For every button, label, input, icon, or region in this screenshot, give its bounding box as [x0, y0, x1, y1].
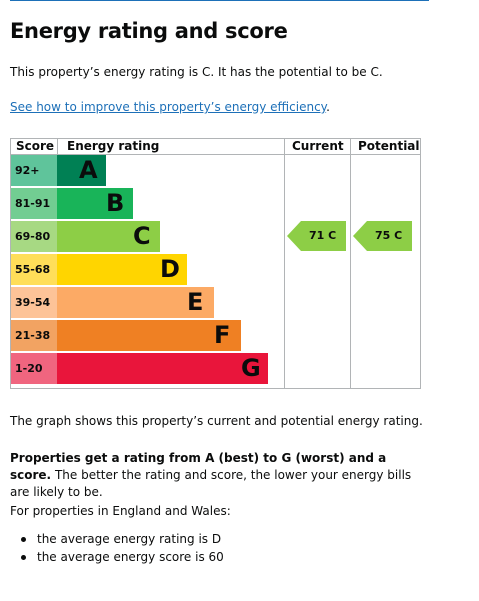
improve-link-period: . — [326, 100, 330, 114]
rating-letter-d: D — [160, 255, 180, 283]
score-cell-d: 55-68 — [11, 254, 57, 285]
current-rating-arrow: 71 C — [287, 221, 346, 251]
rating-letter-c: C — [133, 222, 151, 250]
averages-list: the average energy rating is D the avera… — [10, 530, 224, 566]
score-cell-e: 39-54 — [11, 287, 57, 318]
current-column-divider — [284, 138, 285, 388]
potential-header: Potential — [358, 139, 420, 153]
potential-column-divider — [350, 138, 351, 388]
current-rating-arrow-label: 71 C — [309, 229, 337, 242]
rating-band-a — [57, 155, 106, 186]
score-cell-g: 1-20 — [11, 353, 57, 384]
header-rule — [10, 0, 429, 1]
rating-letter-a: A — [79, 156, 98, 184]
chart-frame — [10, 138, 421, 389]
current-rating-arrow-shape — [287, 221, 346, 251]
header-divider — [10, 154, 420, 155]
rating-letter-f: F — [214, 321, 231, 349]
rating-explanation: Properties get a rating from A (best) to… — [10, 450, 420, 501]
potential-rating-arrow-shape — [353, 221, 412, 251]
potential-rating-arrow-label: 75 C — [375, 229, 403, 242]
energy-rating-chart: Score Energy rating Current Potential 92… — [10, 138, 421, 389]
score-cell-a: 92+ — [11, 155, 57, 186]
score-cell-f: 21-38 — [11, 320, 57, 351]
energy-rating-header: Energy rating — [67, 139, 160, 153]
rating-letter-e: E — [187, 288, 204, 316]
potential-rating-arrow: 75 C — [353, 221, 412, 251]
rating-band-e — [57, 287, 214, 318]
rating-explanation-rest: The better the rating and score, the low… — [10, 468, 412, 499]
score-cell-c: 69-80 — [11, 221, 57, 252]
graph-description: The graph shows this property’s current … — [10, 414, 423, 428]
rating-band-d — [57, 254, 187, 285]
rating-band-b — [57, 188, 133, 219]
improve-efficiency-link[interactable]: See how to improve this property’s energ… — [10, 100, 327, 114]
rating-band-c — [57, 221, 160, 252]
rating-band-f — [57, 320, 241, 351]
list-item: the average energy score is 60 — [10, 548, 224, 566]
rating-letter-b: B — [106, 189, 125, 217]
rating-band-g — [57, 353, 268, 384]
score-header: Score — [16, 139, 55, 153]
score-cell-b: 81-91 — [11, 188, 57, 219]
rating-explanation-bold: Properties get a rating from A (best) to… — [10, 451, 387, 482]
page-title: Energy rating and score — [10, 19, 288, 43]
rating-intro: This property’s energy rating is C. It h… — [10, 65, 383, 79]
rating-letter-g: G — [241, 354, 261, 382]
score-column-divider — [57, 138, 58, 155]
list-item: the average energy rating is D — [10, 530, 224, 548]
england-wales-intro: For properties in England and Wales: — [10, 504, 231, 518]
improve-paragraph: See how to improve this property’s energ… — [10, 99, 330, 116]
current-header: Current — [292, 139, 344, 153]
